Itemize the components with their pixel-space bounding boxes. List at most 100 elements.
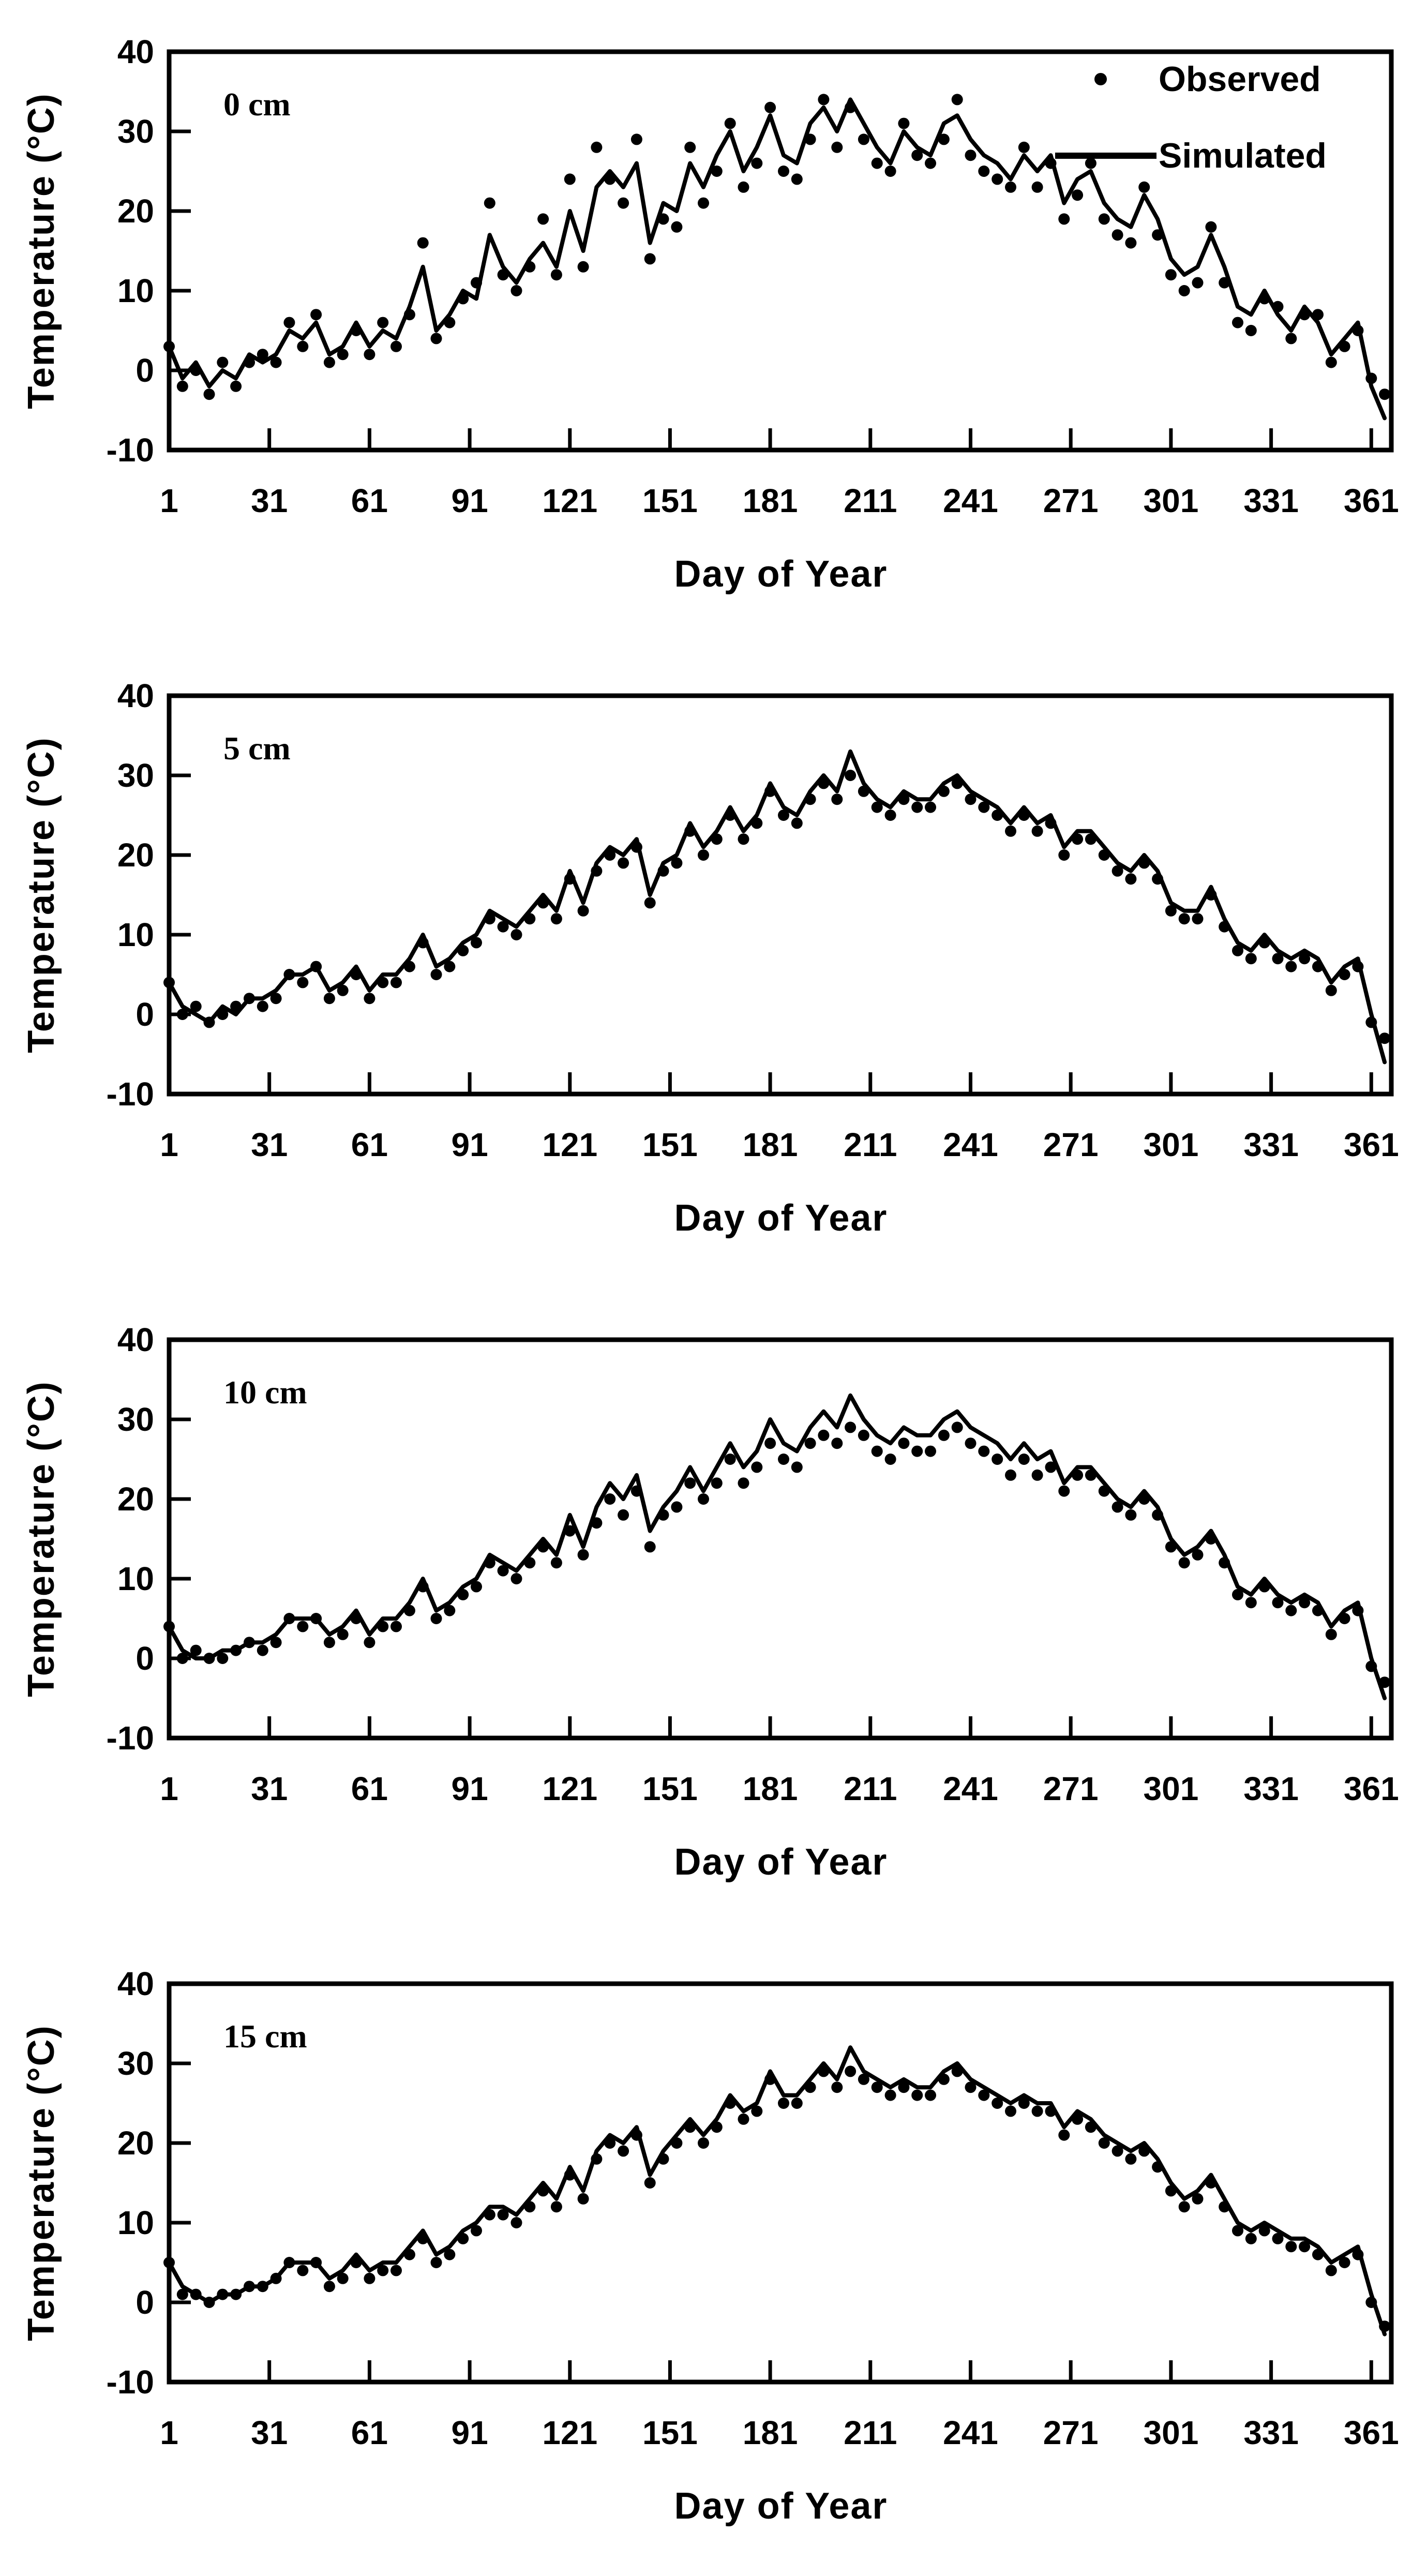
observed-point xyxy=(898,1437,910,1449)
y-tick-label: 20 xyxy=(117,1480,154,1518)
observed-point xyxy=(591,141,603,153)
observed-point xyxy=(310,1613,322,1624)
observed-point xyxy=(297,340,309,352)
observed-point xyxy=(778,1454,789,1465)
x-tick-label: 91 xyxy=(452,482,488,519)
x-tick-label: 1 xyxy=(160,482,178,519)
observed-point xyxy=(604,173,616,185)
observed-point xyxy=(1258,2225,1270,2237)
observed-point xyxy=(1165,905,1177,917)
observed-point xyxy=(724,810,736,821)
observed-point xyxy=(884,1454,896,1465)
x-tick-label: 241 xyxy=(943,2414,998,2451)
x-tick-label: 181 xyxy=(743,1770,798,1807)
observed-point xyxy=(698,197,709,209)
observed-point xyxy=(818,777,830,789)
observed-point xyxy=(657,2153,669,2165)
observed-point xyxy=(657,1509,669,1521)
x-tick-label: 121 xyxy=(542,2414,597,2451)
y-tick-label: -10 xyxy=(107,2363,155,2401)
panel-depth-label: 15 cm xyxy=(223,2018,307,2055)
observed-point xyxy=(1178,2201,1190,2213)
observed-point xyxy=(257,2281,268,2293)
observed-point xyxy=(417,1581,429,1593)
observed-point xyxy=(484,1557,495,1569)
simulated-series-line xyxy=(167,97,1387,421)
observed-point xyxy=(951,2065,963,2077)
observed-point xyxy=(951,94,963,106)
y-tick-label: 10 xyxy=(117,916,154,953)
observed-point xyxy=(791,1461,803,1473)
simulated-marker-zone xyxy=(1003,131,1159,181)
observed-point xyxy=(671,2137,683,2149)
observed-point xyxy=(577,2193,589,2205)
observed-point xyxy=(257,349,268,361)
observed-point xyxy=(1072,1469,1084,1481)
observed-point xyxy=(1339,2257,1350,2268)
observed-point xyxy=(738,1477,749,1489)
observed-point xyxy=(898,117,910,129)
observed-point xyxy=(1045,817,1057,829)
x-tick-label: 361 xyxy=(1344,1126,1399,1163)
observed-point xyxy=(884,166,896,177)
observed-point xyxy=(1125,873,1137,885)
observed-point xyxy=(217,1009,229,1020)
observed-point xyxy=(1031,825,1043,837)
y-tick-label: -10 xyxy=(107,1075,155,1113)
x-axis-title: Day of Year xyxy=(674,1841,888,1883)
observed-point xyxy=(1045,157,1057,169)
observed-point xyxy=(283,317,295,328)
observed-point xyxy=(1352,325,1364,336)
observed-point xyxy=(1111,2145,1123,2157)
observed-point xyxy=(310,961,322,972)
observed-point xyxy=(497,1565,509,1577)
observed-point xyxy=(871,1445,883,1457)
observed-point xyxy=(925,801,936,813)
observed-point xyxy=(390,340,402,352)
observed-point xyxy=(484,2209,495,2221)
observed-point xyxy=(1365,1016,1377,1028)
observed-point xyxy=(1098,213,1110,225)
observed-point xyxy=(898,2081,910,2093)
observed-point xyxy=(1352,961,1364,972)
observed-point xyxy=(1031,2105,1043,2117)
observed-point xyxy=(230,1000,242,1012)
observed-point xyxy=(484,197,495,209)
x-tick-label: 121 xyxy=(542,1126,597,1163)
observed-point xyxy=(591,1517,603,1529)
observed-point xyxy=(911,801,923,813)
observed-point xyxy=(1258,937,1270,949)
observed-point xyxy=(804,133,816,145)
y-tick-label: 30 xyxy=(117,113,154,150)
observed-point xyxy=(630,1485,642,1497)
observed-point xyxy=(1312,961,1324,972)
x-tick-label: 61 xyxy=(351,482,388,519)
observed-point xyxy=(176,1009,188,1020)
observed-point xyxy=(764,101,776,113)
observed-point xyxy=(992,1454,1003,1465)
observed-point xyxy=(524,913,536,925)
observed-point xyxy=(203,1653,215,1664)
observed-point xyxy=(176,2288,188,2300)
observed-point xyxy=(217,1653,229,1664)
observed-point xyxy=(1152,2161,1164,2173)
x-tick-label: 151 xyxy=(642,2414,698,2451)
observed-point xyxy=(1365,2297,1377,2308)
observed-point xyxy=(644,1541,656,1553)
x-axis-title: Day of Year xyxy=(674,2485,888,2527)
observed-point xyxy=(430,1613,442,1624)
observed-point xyxy=(1205,221,1217,233)
observed-point xyxy=(630,133,642,145)
observed-point xyxy=(724,1454,736,1465)
observed-point xyxy=(858,2073,869,2085)
observed-point xyxy=(591,2153,603,2165)
observed-point xyxy=(698,1493,709,1505)
observed-marker-zone xyxy=(1003,54,1159,104)
observed-point xyxy=(1192,2193,1204,2205)
observed-point xyxy=(965,793,977,805)
observed-point xyxy=(550,913,562,925)
chart-10cm: 1 31 61 91 121 151 181 211 241 271 301 331 361 40 30 20… xyxy=(107,1321,1399,1807)
observed-point xyxy=(911,1445,923,1457)
observed-point xyxy=(176,380,188,392)
observed-point xyxy=(1125,1509,1137,1521)
